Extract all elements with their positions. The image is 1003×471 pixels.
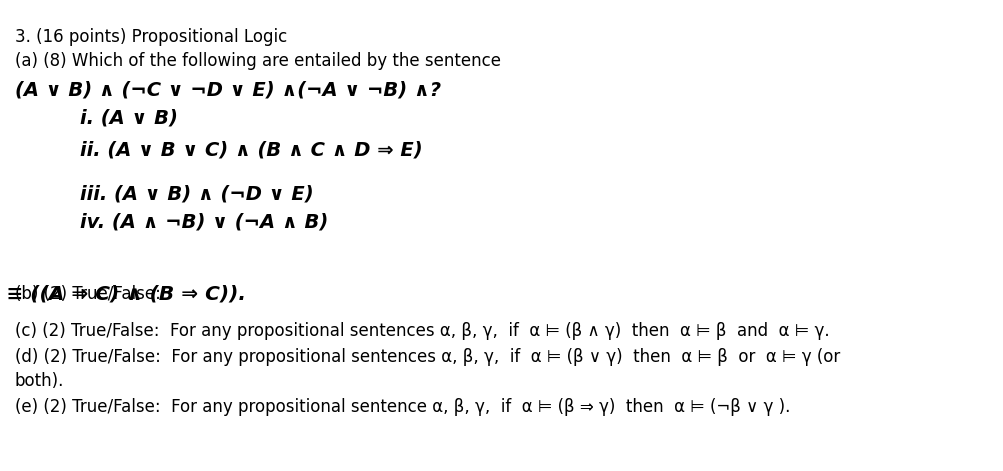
Text: iv. (A ∧ ¬B) ∨ (¬A ∧ B): iv. (A ∧ ¬B) ∨ (¬A ∧ B): [80, 213, 328, 232]
Text: (c) (2) True/False:  For any propositional sentences α, β, γ,  if  α ⊨ (β ∧ γ)  : (c) (2) True/False: For any propositiona…: [15, 322, 828, 340]
Text: (b) (2) True/False:: (b) (2) True/False:: [15, 285, 160, 303]
Text: i. (A ∨ B): i. (A ∨ B): [80, 108, 178, 127]
Text: both).: both).: [15, 372, 64, 390]
Text: ii. (A ∨ B ∨ C) ∧ (B ∧ C ∧ D ⇒ E): ii. (A ∨ B ∨ C) ∧ (B ∧ C ∧ D ⇒ E): [80, 140, 422, 159]
Text: (d) (2) True/False:  For any propositional sentences α, β, γ,  if  α ⊨ (β ∨ γ)  : (d) (2) True/False: For any propositiona…: [15, 348, 840, 366]
Text: iii. (A ∨ B) ∧ (¬D ∨ E): iii. (A ∨ B) ∧ (¬D ∨ E): [80, 185, 313, 204]
Text: (a) (8) Which of the following are entailed by the sentence: (a) (8) Which of the following are entai…: [15, 52, 500, 70]
Text: (C ∨ (¬A ∧ B)) ≡ ((A ⇒ C) ∧ (B ⇒ C)).: (C ∨ (¬A ∧ B)) ≡ ((A ⇒ C) ∧ (B ⇒ C)).: [0, 285, 246, 304]
Text: (e) (2) True/False:  For any propositional sentence α, β, γ,  if  α ⊨ (β ⇒ γ)  t: (e) (2) True/False: For any propositiona…: [15, 398, 789, 416]
Text: (A ∨ B) ∧ (¬C ∨ ¬D ∨ E) ∧(¬A ∨ ¬B) ∧?: (A ∨ B) ∧ (¬C ∨ ¬D ∨ E) ∧(¬A ∨ ¬B) ∧?: [15, 80, 440, 99]
Text: 3. (16 points) Propositional Logic: 3. (16 points) Propositional Logic: [15, 28, 287, 46]
